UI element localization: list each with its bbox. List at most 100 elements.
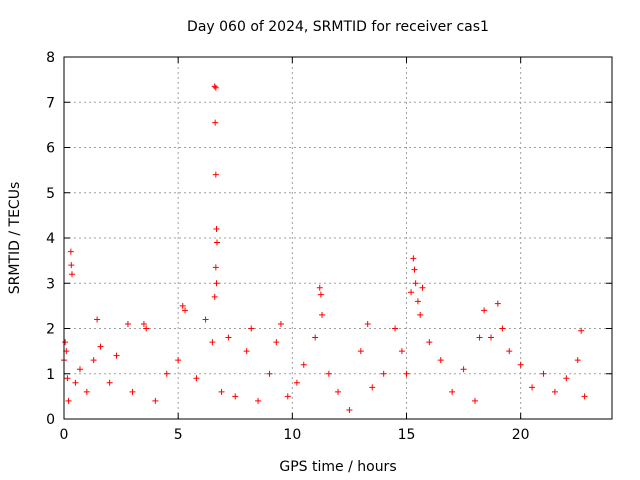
y-axis-label: SRMTID / TECUs — [7, 182, 23, 295]
data-point — [76, 366, 83, 373]
data-point — [449, 388, 456, 395]
data-point — [408, 289, 415, 296]
data-point — [213, 239, 220, 246]
data-point — [182, 307, 189, 314]
data-point — [369, 384, 376, 391]
chart-title: Day 060 of 2024, SRMTID for receiver cas… — [187, 19, 489, 35]
data-point — [410, 255, 417, 262]
data-point — [411, 266, 418, 273]
data-point — [90, 357, 97, 364]
data-point — [499, 325, 506, 332]
data-point — [94, 316, 101, 323]
grid — [64, 57, 612, 419]
data-point — [140, 320, 147, 327]
data-point — [476, 334, 483, 341]
data-point — [97, 343, 104, 350]
data-point — [437, 357, 444, 364]
data-point — [325, 370, 332, 377]
data-point — [335, 388, 341, 395]
data-point — [574, 357, 581, 364]
data-point — [67, 248, 74, 255]
data-point — [392, 325, 399, 332]
y-tick-label: 0 — [46, 412, 55, 428]
data-point — [398, 348, 405, 355]
data-point — [487, 334, 494, 341]
data-point — [64, 375, 71, 382]
data-point — [193, 375, 200, 382]
data-point — [255, 397, 262, 404]
data-point — [529, 384, 536, 391]
data-point — [143, 325, 150, 332]
data-point — [68, 271, 75, 278]
data-point — [273, 339, 280, 346]
data-point — [293, 379, 300, 386]
data-point — [506, 348, 513, 355]
data-point — [243, 348, 250, 355]
data-point — [494, 300, 501, 307]
data-point — [312, 334, 319, 341]
data-point — [65, 397, 72, 404]
data-point — [551, 388, 558, 395]
y-tick-label: 6 — [46, 141, 55, 157]
data-point — [113, 352, 120, 359]
x-tick-label: 15 — [398, 427, 416, 443]
data-point — [211, 83, 218, 90]
data-point — [212, 264, 219, 271]
y-tick-label: 4 — [46, 231, 55, 247]
y-tick-label: 5 — [46, 186, 55, 202]
data-point — [357, 348, 364, 355]
data-point — [163, 370, 170, 377]
x-tick-label: 0 — [60, 427, 69, 443]
data-point — [62, 339, 69, 346]
x-tick-label: 10 — [283, 427, 301, 443]
data-point — [581, 393, 588, 400]
data-point — [319, 311, 326, 318]
x-axis-label: GPS time / hours — [279, 459, 396, 475]
data-point — [380, 370, 387, 377]
data-point — [563, 375, 570, 382]
axis-ticks: 0 5 10 15 20 0 1 2 3 4 5 6 7 8 — [46, 50, 612, 443]
data-point — [540, 370, 547, 377]
data-point — [152, 397, 159, 404]
data-point — [300, 361, 307, 368]
y-tick-label: 2 — [46, 322, 55, 338]
data-point — [414, 298, 421, 305]
data-point — [211, 293, 218, 300]
data-point — [202, 316, 209, 323]
data-point — [316, 284, 323, 291]
data-point — [68, 262, 75, 269]
data-point — [460, 366, 467, 373]
data-point — [426, 339, 433, 346]
data-point — [175, 357, 182, 364]
data-point — [212, 84, 219, 91]
data-point — [129, 388, 136, 395]
data-point — [124, 320, 131, 327]
data-point — [346, 406, 353, 413]
data-point — [232, 393, 239, 400]
data-point — [212, 171, 219, 178]
data-point — [72, 379, 79, 386]
data-point — [248, 325, 255, 332]
data-point — [179, 302, 186, 309]
data-point — [403, 370, 410, 377]
data-point — [419, 284, 426, 291]
data-point — [284, 393, 291, 400]
data-point — [412, 280, 419, 287]
data-point — [83, 388, 90, 395]
y-tick-label: 7 — [46, 95, 55, 111]
data-point — [481, 307, 488, 314]
x-tick-label: 20 — [512, 427, 530, 443]
data-point — [266, 370, 273, 377]
y-tick-label: 1 — [46, 367, 55, 383]
data-point — [213, 280, 220, 287]
data-point — [578, 327, 585, 334]
data-points — [61, 83, 588, 413]
data-point — [364, 320, 371, 327]
data-point — [209, 339, 216, 346]
data-point — [218, 388, 225, 395]
x-tick-label: 5 — [174, 427, 183, 443]
data-point — [213, 225, 220, 232]
data-point — [317, 291, 324, 298]
data-point — [225, 334, 232, 341]
